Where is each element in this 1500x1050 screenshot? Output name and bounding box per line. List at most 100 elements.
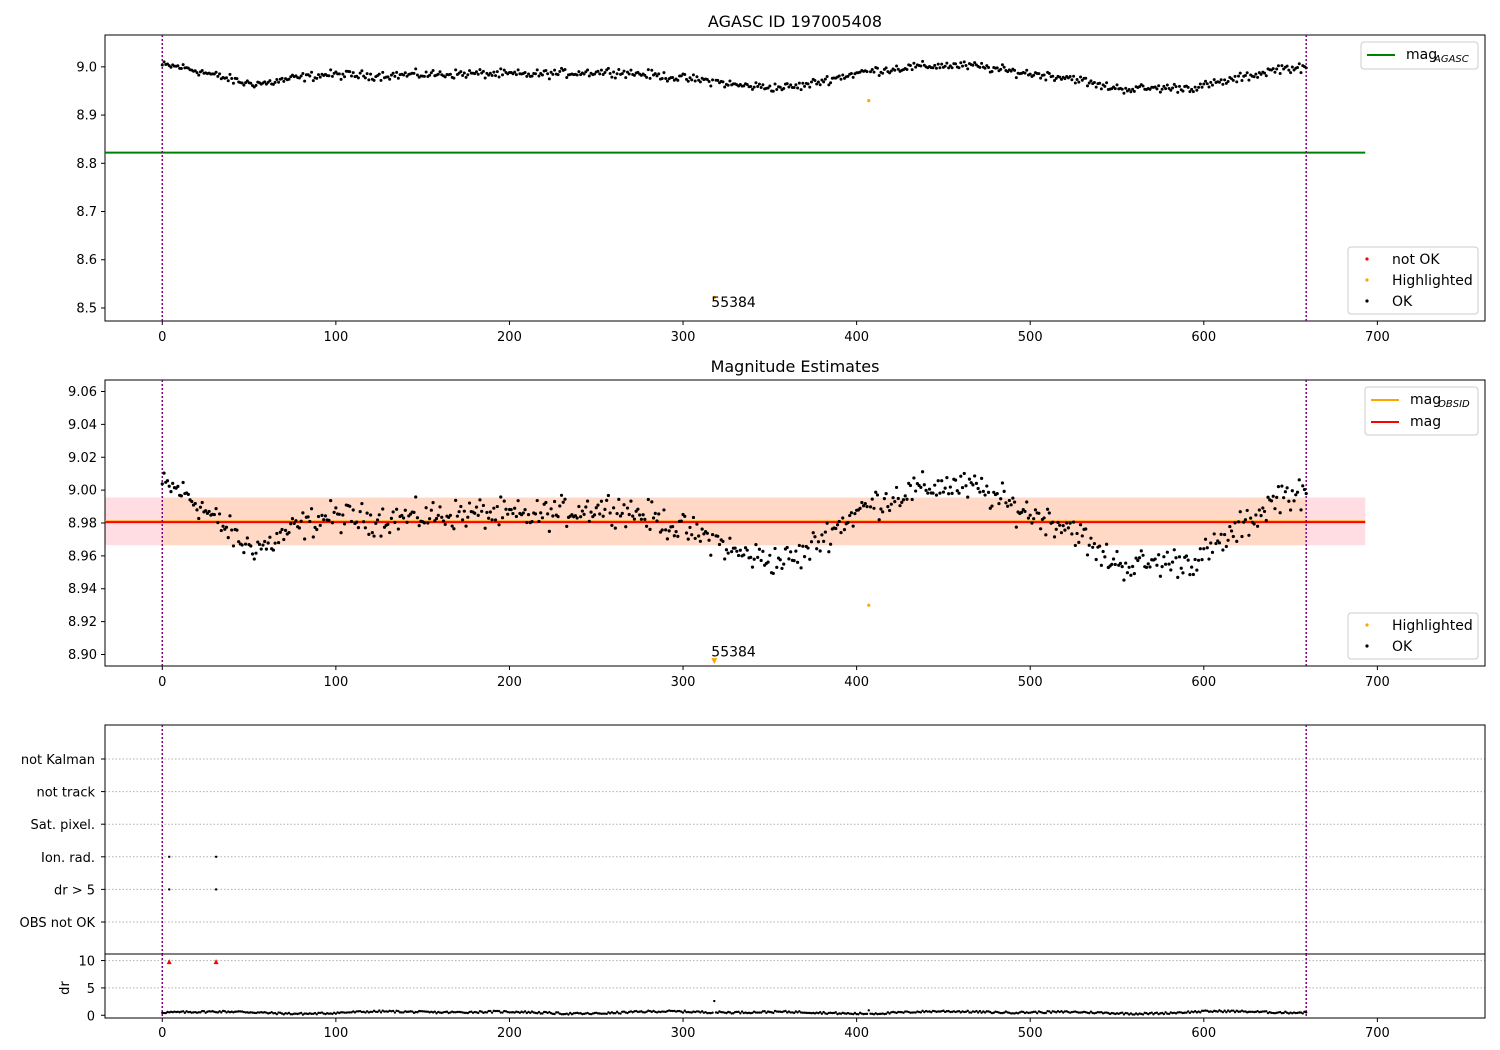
ok-data-point [1223, 78, 1227, 82]
ok-data-point [290, 517, 295, 521]
ok-data-point [943, 64, 947, 68]
ok-data-point [966, 67, 970, 71]
ok-data-point [1264, 74, 1268, 78]
ok-data-point [872, 70, 876, 74]
ok-data-point [454, 68, 458, 72]
ok-data-point [920, 470, 925, 474]
dr-xtick-label: 0 [158, 1026, 166, 1041]
ok-data-point [212, 512, 216, 517]
ok-data-point [488, 510, 492, 514]
dr-data-point [641, 1011, 645, 1014]
dr-data-point [1061, 1011, 1065, 1014]
ok-data-point [1080, 534, 1084, 538]
ok-data-point [431, 69, 435, 73]
ok-data-point [283, 528, 288, 533]
dr-data-point [331, 1012, 334, 1016]
ok-data-point [941, 490, 946, 494]
ok-data-point [1249, 516, 1253, 520]
dr-data-point [470, 1010, 473, 1013]
ok-data-point [900, 500, 904, 504]
ok-data-point [169, 65, 173, 69]
ok-data-point [985, 484, 989, 488]
ok-data-point [424, 506, 428, 510]
ok-data-point [483, 76, 487, 80]
ok-data-point [665, 79, 669, 83]
ok-data-point [957, 491, 961, 495]
dr-xtick-label: 600 [1191, 1026, 1216, 1041]
ok-data-point [268, 79, 272, 83]
ok-data-point [809, 540, 814, 544]
dr-data-point [270, 1010, 273, 1014]
dr-data-point [537, 1010, 541, 1014]
ok-data-point [846, 74, 850, 78]
legend-marker-highlighted [1365, 278, 1369, 282]
ok-data-point [662, 508, 666, 512]
ok-data-point [676, 534, 680, 538]
ok-data-point [176, 64, 180, 68]
dr-data-point [1022, 1010, 1025, 1014]
ok-data-point [775, 565, 779, 569]
ok-data-point [1066, 526, 1070, 530]
ok-data-point [750, 565, 755, 569]
dr-data-point [733, 1010, 737, 1014]
ok-data-point [1304, 491, 1308, 496]
dr-data-point [433, 1010, 437, 1013]
ok-data-point [592, 513, 597, 517]
ok-data-point [792, 86, 796, 90]
dr-data-point [1225, 1010, 1228, 1014]
ok-data-point [381, 70, 385, 74]
ok-data-point [396, 527, 400, 531]
dr-data-point [218, 1010, 221, 1013]
ok-data-point [938, 66, 942, 70]
dr-data-point [739, 1012, 742, 1015]
ok-data-point [544, 68, 548, 72]
dr-clipped-marker [166, 959, 172, 965]
ok-data-point [1202, 82, 1206, 86]
dr-data-point [1155, 1011, 1159, 1014]
ok-data-point [1141, 553, 1145, 557]
ok-data-point [1172, 548, 1176, 552]
ok-data-point [823, 530, 827, 534]
ok-data-point [1091, 545, 1095, 549]
ok-data-point [1233, 74, 1237, 78]
ok-data-point [1292, 499, 1296, 503]
ok-data-point [966, 495, 970, 499]
ok-data-point [948, 485, 952, 489]
dr-data-point [239, 1010, 242, 1013]
dr-data-point [615, 1010, 619, 1014]
ok-data-point [605, 498, 609, 502]
dr-data-point [272, 1012, 275, 1015]
magnitude-ytick-label: 8.92 [68, 615, 97, 630]
flag-category-label: Sat. pixel. [31, 818, 95, 833]
ok-data-point [615, 72, 619, 76]
legend-marker-not-ok [1365, 257, 1369, 261]
ok-data-point [1061, 524, 1065, 528]
ok-data-point [1047, 72, 1051, 76]
ok-data-point [643, 73, 647, 77]
ok-data-point [997, 501, 1001, 506]
dr-data-point [577, 1012, 581, 1015]
dr-data-point [499, 1011, 502, 1014]
ok-data-point [735, 549, 739, 553]
ok-data-point [292, 521, 296, 526]
ok-data-point [943, 486, 947, 490]
ok-data-point [914, 65, 918, 69]
ok-data-point [1129, 90, 1133, 94]
ok-data-point [686, 79, 690, 83]
ok-data-point [476, 513, 480, 517]
ok-data-point [360, 69, 364, 73]
dr-data-point [187, 1010, 190, 1014]
ok-data-point [268, 535, 272, 539]
dr-data-point [1265, 1010, 1268, 1013]
dr-data-point [1249, 1010, 1252, 1013]
dr-data-point [1230, 1009, 1233, 1012]
dr-data-point [740, 1010, 744, 1013]
ok-data-point [412, 510, 416, 514]
ok-data-point [395, 70, 399, 74]
ok-data-point [641, 513, 645, 517]
ok-data-point [1087, 543, 1091, 547]
ok-data-point [1079, 75, 1083, 79]
ok-data-point [1113, 562, 1117, 567]
dr-data-point [1261, 1010, 1265, 1013]
ok-data-point [429, 508, 433, 512]
